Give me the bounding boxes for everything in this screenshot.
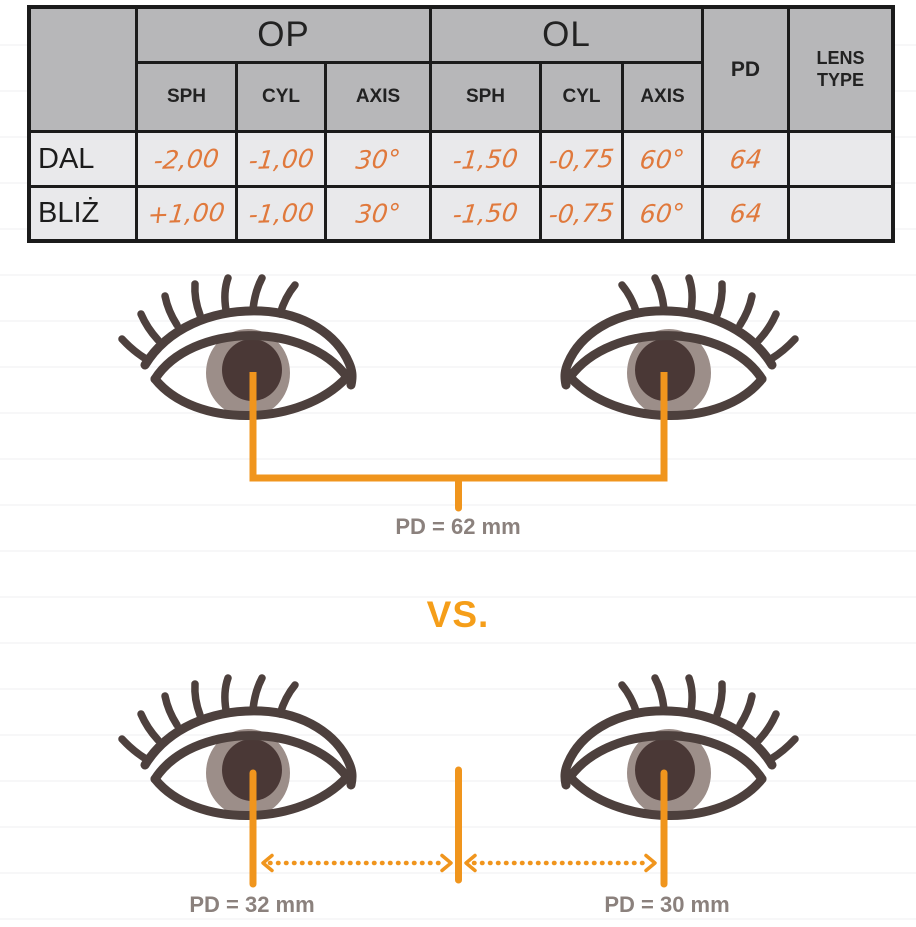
column-header-ol-axis: AXIS [624, 64, 701, 130]
pd-bracket [249, 372, 668, 512]
cell-bliz-op-axis: 30° [327, 188, 429, 239]
monocular-pd-right-label: PD = 30 mm [604, 892, 730, 917]
value-bliz-op-axis: 30° [354, 198, 402, 229]
value-bliz-op-cyl: -1,00 [246, 197, 316, 230]
cell-dal-pd: 64 [704, 133, 787, 185]
value-bliz-ol-axis: 60° [638, 198, 687, 229]
left-eye-icon [122, 278, 352, 417]
column-header-op-sph: SPH [138, 64, 235, 130]
column-group-op: OP [138, 9, 429, 61]
cell-dal-ol-sph: -1,50 [432, 133, 539, 185]
cell-bliz-lens-type [790, 188, 891, 239]
value-dal-op-cyl: -1,00 [246, 143, 316, 175]
cell-dal-op-sph: -2,00 [138, 133, 235, 185]
monocular-pd-illustration [0, 655, 916, 888]
column-header-op-cyl: CYL [238, 64, 324, 130]
value-dal-ol-sph: -1,50 [451, 143, 520, 175]
cell-bliz-ol-axis: 60° [624, 188, 701, 239]
left-pd-arrow [261, 853, 453, 873]
value-bliz-pd: 64 [727, 198, 764, 229]
cell-bliz-ol-cyl: -0,75 [542, 188, 621, 239]
value-bliz-op-sph: +1,00 [146, 197, 227, 230]
prescription-table: OP OL PD LENS TYPE SPH CYL AXIS SPH CYL … [27, 5, 895, 243]
vs-label: VS. [426, 594, 490, 635]
table-corner-cell [31, 9, 135, 130]
cell-bliz-op-sph: +1,00 [138, 188, 235, 239]
value-dal-ol-axis: 60° [638, 143, 687, 175]
cell-dal-ol-axis: 60° [624, 133, 701, 185]
right-eye-icon [565, 278, 795, 417]
monocular-pd-left-label: PD = 32 mm [189, 892, 315, 917]
row-label-dal: DAL [31, 133, 135, 185]
cell-dal-ol-cyl: -0,75 [542, 133, 621, 185]
value-dal-op-sph: -2,00 [152, 143, 221, 175]
right-eye-icon [565, 678, 795, 817]
column-header-lens-type: LENS TYPE [790, 9, 891, 130]
cell-bliz-ol-sph: -1,50 [432, 188, 539, 239]
binocular-pd-label: PD = 62 mm [395, 514, 521, 539]
cell-bliz-op-cyl: -1,00 [238, 188, 324, 239]
value-bliz-ol-sph: -1,50 [451, 197, 520, 230]
column-group-ol: OL [432, 9, 701, 61]
value-dal-op-axis: 30° [354, 143, 402, 175]
right-pd-arrow [464, 853, 657, 873]
value-dal-pd: 64 [727, 143, 764, 175]
column-header-pd: PD [704, 9, 787, 130]
column-header-ol-cyl: CYL [542, 64, 621, 130]
left-eye-icon [122, 678, 352, 817]
column-header-op-axis: AXIS [327, 64, 429, 130]
cell-dal-op-cyl: -1,00 [238, 133, 324, 185]
cell-bliz-pd: 64 [704, 188, 787, 239]
cell-dal-lens-type [790, 133, 891, 185]
cell-dal-op-axis: 30° [327, 133, 429, 185]
column-header-ol-sph: SPH [432, 64, 539, 130]
pd-reference-lines [249, 766, 668, 888]
value-bliz-ol-cyl: -0,75 [547, 197, 616, 230]
value-dal-ol-cyl: -0,75 [547, 143, 616, 175]
row-label-bliz: BLIŻ [31, 188, 135, 239]
binocular-pd-illustration [0, 270, 916, 512]
